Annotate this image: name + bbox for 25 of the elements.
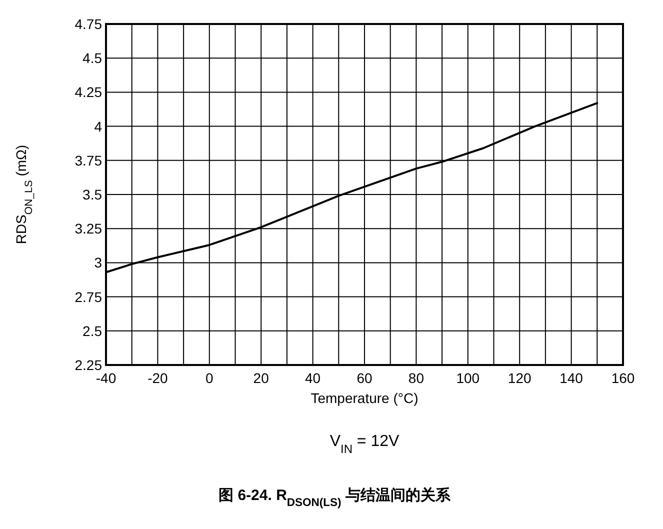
x-tick-label: 60 — [356, 370, 372, 386]
x-axis-title: Temperature (°C) — [310, 390, 418, 406]
text: 图 6-24. R$_{DSON(LS)}$ 与结温间的关系 — [218, 487, 452, 509]
y-tick-label: 3.75 — [74, 152, 102, 168]
y-tick-label: 3 — [94, 254, 102, 271]
x-tick-label: 40 — [305, 370, 321, 386]
y-tick-label: 4.25 — [74, 84, 102, 100]
text: V$_{IN}$ = 12V — [330, 433, 400, 456]
y-tick-label: 3.5 — [82, 186, 102, 202]
x-tick-label: 80 — [408, 370, 424, 386]
y-tick-label: 2.25 — [74, 357, 102, 373]
x-tick-label: 100 — [456, 370, 480, 386]
y-tick-label: 2.75 — [74, 288, 102, 305]
y-tick-label: 4.5 — [82, 50, 102, 66]
x-tick-label: 0 — [206, 370, 214, 386]
x-tick-label: 140 — [560, 370, 584, 386]
x-tick-label: 20 — [253, 370, 270, 386]
y-tick-label: 4.75 — [74, 16, 102, 32]
x-tick-label: -40 — [96, 370, 116, 386]
y-tick-label: 2.5 — [82, 322, 102, 339]
x-tick-label: -20 — [148, 370, 168, 386]
x-tick-label: 120 — [508, 370, 532, 386]
y-tick-label: 3.25 — [74, 220, 102, 237]
x-tick-label: 160 — [611, 370, 635, 386]
y-tick-label: 4 — [94, 118, 102, 134]
